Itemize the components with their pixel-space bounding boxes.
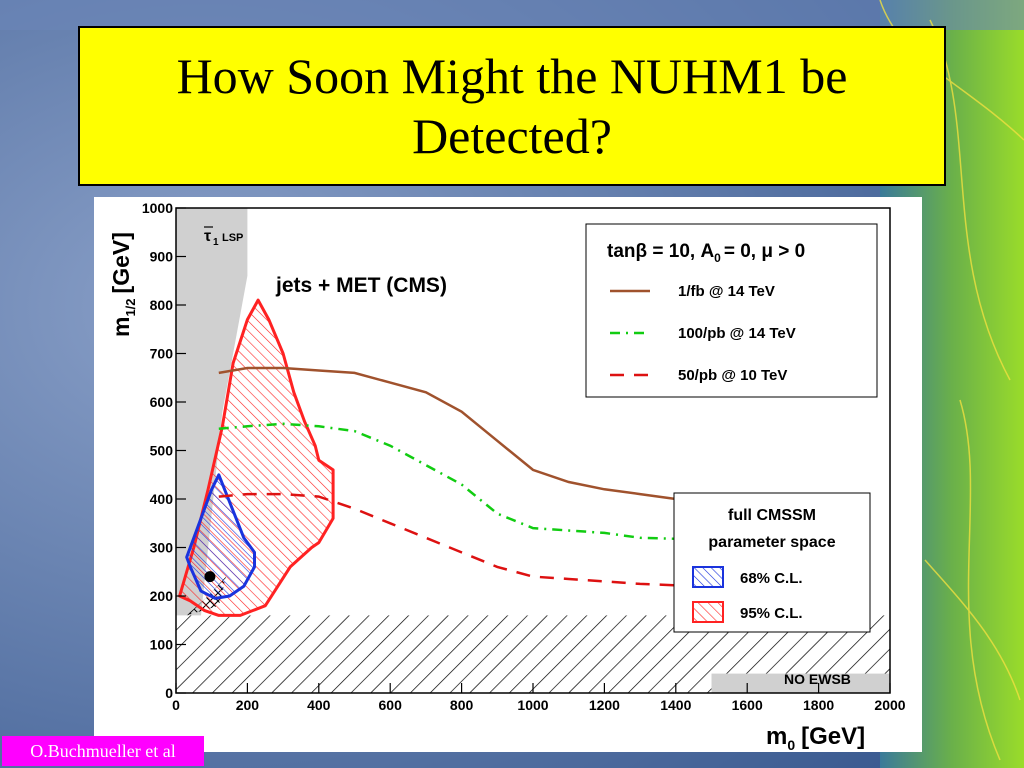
legend-68-swatch [692, 566, 724, 588]
legend-label-3: 50/pb @ 10 TeV [678, 367, 787, 384]
legend-68-label: 68% C.L. [740, 570, 803, 587]
author-credit: O.Buchmueller et al [2, 736, 204, 766]
lsp-excluded-region [176, 208, 248, 616]
title-line-2: Detected? [412, 108, 612, 164]
x-axis-title: m0 [GeV] [766, 723, 865, 752]
series-line-3 [218, 492, 712, 588]
legend-label-2: 100/pb @ 14 TeV [678, 325, 796, 342]
best-fit-point [204, 571, 216, 583]
y-tick-label: 900 [150, 249, 174, 265]
exclusion-plot: 0 200 400 600 800 1000 1200 1400 1600 1800 2000010… [108, 200, 906, 752]
y-axis-title: m1/2[GeV] [108, 232, 138, 337]
legend-top-items: 1/fb @ 14 TeV 100/pb @ 14 TeV 50/pb @ 10 T… [610, 283, 796, 384]
x-tick-label: 1800 [803, 697, 834, 713]
x-tick-label: 200 [236, 697, 260, 713]
axis-ticks: 0 200 400 600 800 1000 1200 1400 1600 1800 2000010… [142, 200, 906, 713]
legend-95-label: 95% C.L. [740, 605, 803, 622]
legend-regions-header-1: full CMSSM [728, 507, 816, 524]
legend-regions: full CMSSM parameter space 68% C.L. 95% … [673, 492, 871, 633]
lsp-label: LSP [222, 232, 243, 244]
jets-met-label: jets + MET (CMS) [275, 274, 447, 297]
series-line-1 [218, 366, 712, 503]
y-tick-label: 800 [150, 297, 174, 313]
y-tick-label: 100 [150, 637, 174, 653]
legend-top-box [585, 223, 878, 398]
plot-panel: 0 200 400 600 800 1000 1200 1400 1600 1800 2000 0 10… [94, 197, 922, 752]
y-tick-label: 200 [150, 588, 174, 604]
legend-label-1: 1/fb @ 14 TeV [678, 283, 775, 300]
y-tick-label: 300 [150, 540, 174, 556]
no-ewsb-gray-strip [711, 673, 890, 693]
x-tick-label: 800 [450, 697, 474, 713]
legend-regions-header-2: parameter space [708, 534, 835, 551]
lsp-symbol: τ [204, 228, 211, 245]
slide-title-box: How Soon Might the NUHM1 be Detected? [78, 26, 946, 186]
y-tick-label: 0 [165, 685, 173, 701]
lsp-subscript: 1 [213, 237, 219, 248]
y-tick-label: 1000 [142, 200, 173, 216]
x-tick-label: 1200 [589, 697, 620, 713]
series-line-2 [218, 422, 712, 542]
title-line-1: How Soon Might the NUHM1 be [176, 48, 848, 104]
cl68-contour [185, 473, 256, 600]
x-tick-label: 1000 [517, 697, 548, 713]
y-tick-label: 600 [150, 394, 174, 410]
x-tick-label: 0 [172, 697, 180, 713]
slide-title: How Soon Might the NUHM1 be Detected? [177, 46, 848, 166]
x-tick-label: 2000 [874, 697, 905, 713]
x-tick-label: 600 [379, 697, 403, 713]
series-layer [218, 366, 712, 588]
x-tick-label: 1600 [732, 697, 763, 713]
legend-top-header: tanβ = 10, A0 = 0, μ > 0 [607, 241, 805, 265]
no-ewsb-label: NO EWSB [784, 671, 851, 687]
x-tick-label: 400 [307, 697, 331, 713]
y-tick-label: 500 [150, 443, 174, 459]
x-tick-label: 1400 [660, 697, 691, 713]
legend-95-swatch [692, 601, 724, 623]
legend-top: tanβ = 10, A0 = 0, μ > 0 1/fb @ 14 TeV 100… [585, 223, 878, 398]
y-tick-label: 400 [150, 491, 174, 507]
y-tick-label: 700 [150, 346, 174, 362]
